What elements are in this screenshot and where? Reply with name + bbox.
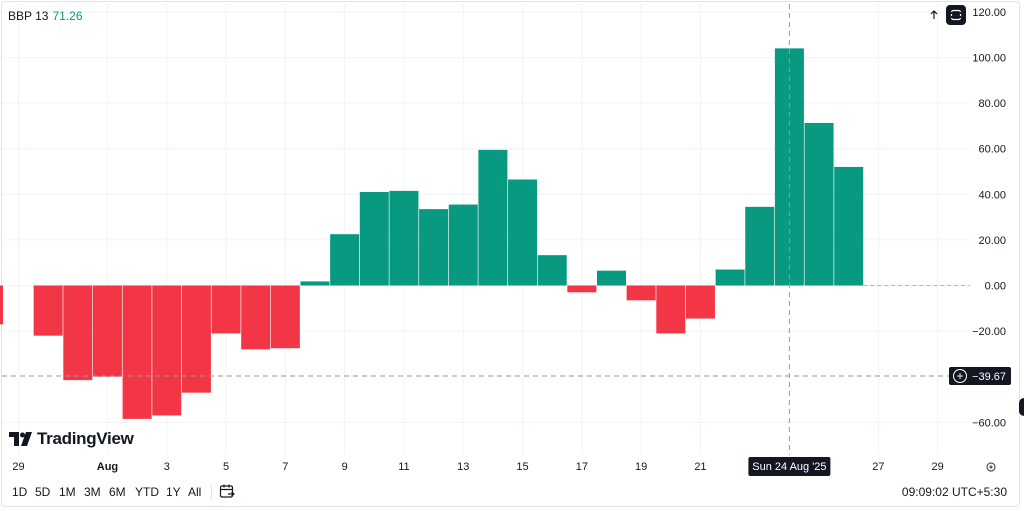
histogram-bar[interactable] bbox=[715, 269, 745, 286]
histogram-bar-partial bbox=[0, 285, 3, 325]
histogram-bar[interactable] bbox=[626, 285, 656, 301]
y-tick-label: −20.00 bbox=[972, 326, 1006, 338]
histogram-bar[interactable] bbox=[33, 285, 63, 336]
histogram-bar[interactable] bbox=[92, 285, 122, 377]
range-button-5d[interactable]: 5D bbox=[35, 485, 51, 499]
histogram-bar[interactable] bbox=[656, 285, 686, 334]
logo-text: TradingView bbox=[37, 429, 134, 448]
histogram-bar[interactable] bbox=[241, 285, 271, 350]
crosshair-date-label: Sun 24 Aug '25 bbox=[752, 461, 826, 473]
x-tick-label: 11 bbox=[398, 461, 409, 473]
histogram-bar[interactable] bbox=[330, 234, 360, 286]
crosshair-date-box bbox=[748, 457, 831, 476]
histogram-bar[interactable] bbox=[152, 285, 182, 416]
scroll-up-button[interactable] bbox=[924, 5, 944, 25]
x-tick-label: 29 bbox=[12, 461, 24, 473]
gear-icon bbox=[986, 462, 996, 472]
x-tick-label: 5 bbox=[223, 461, 229, 473]
toolbar-divider bbox=[211, 485, 212, 500]
range-button-1d[interactable]: 1D bbox=[12, 485, 28, 499]
histogram-bar[interactable] bbox=[567, 285, 597, 293]
legend-value: 71.26 bbox=[52, 9, 83, 23]
clock-timezone[interactable]: 09:09:02 UTC+5:30 bbox=[901, 485, 1007, 499]
legend-symbol: BBP 13 bbox=[8, 9, 49, 23]
crosshair-price-label: −39.67 bbox=[972, 371, 1006, 383]
histogram-bar[interactable] bbox=[63, 285, 93, 381]
histogram-bar[interactable] bbox=[834, 166, 864, 286]
x-tick-label: 17 bbox=[576, 461, 588, 473]
x-tick-label: 9 bbox=[342, 461, 348, 473]
histogram-bar[interactable] bbox=[270, 285, 300, 349]
y-tick-label: 20.00 bbox=[978, 235, 1006, 247]
histogram-bar[interactable] bbox=[300, 281, 330, 286]
range-button-1m[interactable]: 1M bbox=[59, 485, 76, 499]
range-button-all[interactable]: All bbox=[188, 485, 202, 499]
y-tick-label: 60.00 bbox=[978, 144, 1006, 156]
add-price-button[interactable]: + bbox=[953, 368, 967, 383]
y-tick-label: 120.00 bbox=[972, 7, 1006, 19]
range-button-6m[interactable]: 6M bbox=[109, 485, 126, 499]
histogram-bar[interactable] bbox=[537, 255, 567, 286]
histogram-bar[interactable] bbox=[508, 179, 538, 286]
x-tick-label: 27 bbox=[872, 461, 884, 473]
range-button-ytd[interactable]: YTD bbox=[135, 485, 159, 499]
y-tick-label: 100.00 bbox=[972, 53, 1006, 65]
tradingview-logo[interactable]: TradingView bbox=[9, 429, 134, 449]
go-to-date-button[interactable] bbox=[219, 483, 235, 502]
histogram-bar[interactable] bbox=[745, 206, 775, 286]
range-button-3m[interactable]: 3M bbox=[84, 485, 101, 499]
x-tick-label: 21 bbox=[694, 461, 706, 473]
histogram-bar[interactable] bbox=[359, 192, 389, 286]
histogram-bar[interactable] bbox=[389, 190, 419, 286]
histogram-bar[interactable] bbox=[478, 149, 508, 286]
x-tick-label: 19 bbox=[635, 461, 647, 473]
arrow-up-icon bbox=[930, 10, 938, 19]
histogram-bar[interactable] bbox=[181, 285, 211, 393]
x-tick-label: 3 bbox=[164, 461, 170, 473]
x-tick-label: 15 bbox=[516, 461, 528, 473]
histogram-bar[interactable] bbox=[448, 204, 478, 286]
y-tick-label: −60.00 bbox=[972, 417, 1006, 429]
calendar-icon bbox=[219, 484, 235, 498]
tradingview-logo-icon bbox=[9, 432, 32, 446]
x-tick-label: 7 bbox=[282, 461, 288, 473]
fullscreen-icon bbox=[950, 9, 962, 21]
x-tick-label: Aug bbox=[97, 461, 118, 473]
y-tick-label: 40.00 bbox=[978, 189, 1006, 201]
histogram-bar[interactable] bbox=[597, 270, 626, 286]
histogram-bar[interactable] bbox=[211, 285, 241, 334]
axis-settings-button[interactable] bbox=[985, 461, 997, 476]
indicator-legend[interactable]: BBP 13 71.26 bbox=[8, 9, 83, 23]
histogram-bar[interactable] bbox=[685, 285, 715, 319]
histogram-bar[interactable] bbox=[804, 122, 834, 286]
histogram-bar[interactable] bbox=[122, 285, 152, 419]
y-tick-label: 80.00 bbox=[978, 98, 1006, 110]
x-tick-label: 13 bbox=[457, 461, 469, 473]
plus-circle-icon: + bbox=[956, 368, 964, 383]
x-tick-label: 29 bbox=[932, 461, 944, 473]
y-tick-label: 0.00 bbox=[985, 281, 1006, 293]
histogram-bar[interactable] bbox=[419, 209, 449, 286]
fullscreen-button[interactable] bbox=[946, 5, 966, 25]
bottom-toolbar: 1D 5D 1M 3M 6M YTD 1Y All 09:09:02 UTC+5… bbox=[0, 482, 1019, 504]
side-panel-handle[interactable] bbox=[1019, 398, 1024, 416]
range-button-1y[interactable]: 1Y bbox=[166, 485, 181, 499]
